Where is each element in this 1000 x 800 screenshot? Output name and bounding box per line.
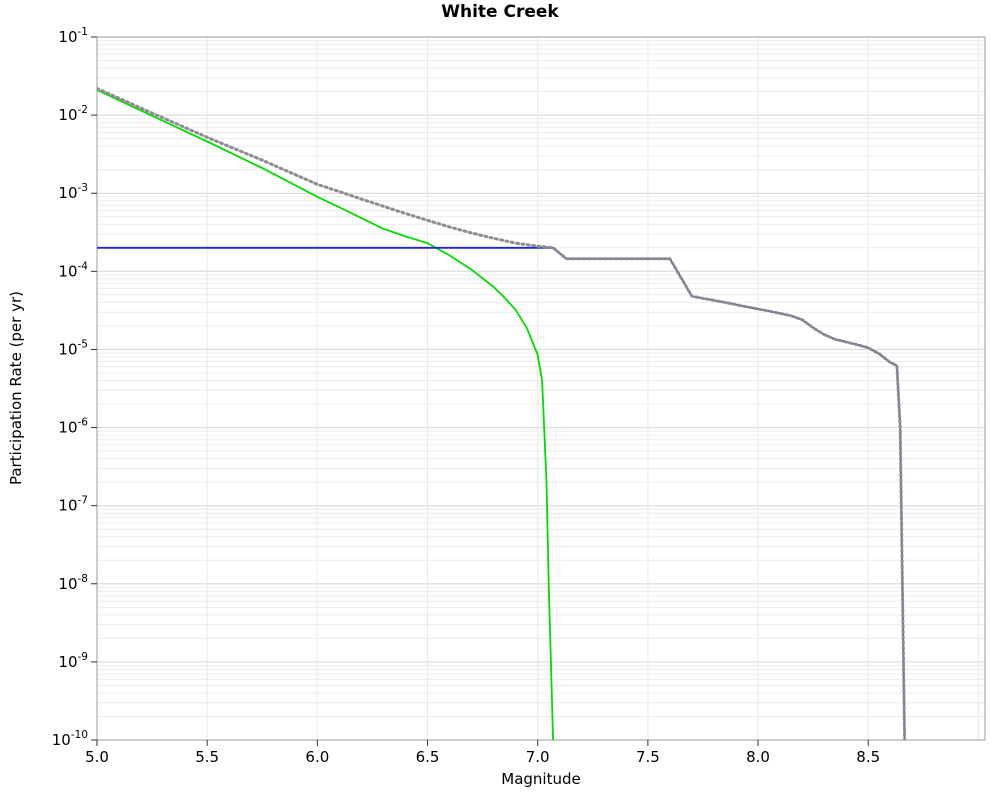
- x-tick-label: 6.5: [416, 748, 440, 766]
- x-tick-label: 6.0: [305, 748, 329, 766]
- y-tick-label: 10-1: [58, 26, 88, 46]
- y-tick-label: 10-8: [58, 573, 88, 593]
- x-tick-label: 8.5: [856, 748, 880, 766]
- gray-dotted-line: [97, 86, 907, 740]
- y-tick-label: 10-2: [58, 104, 88, 124]
- x-tick-label: 5.0: [85, 748, 109, 766]
- y-tick-label: 10-9: [58, 651, 88, 671]
- y-tick-label: 10-4: [58, 260, 88, 280]
- series-group: [97, 86, 907, 740]
- x-tick-label: 5.5: [195, 748, 219, 766]
- x-tick-label: 8.0: [746, 748, 770, 766]
- y-tick-label: 10-10: [52, 729, 88, 749]
- y-tick-label: 10-3: [58, 182, 88, 202]
- y-tick-label: 10-6: [58, 417, 88, 437]
- chart-title: White Creek: [441, 2, 559, 22]
- y-tick-label: 10-5: [58, 338, 88, 358]
- x-axis-label: Magnitude: [501, 770, 581, 788]
- blue-solid-line: [97, 246, 906, 740]
- plot-border: [96, 36, 986, 741]
- green-solid-line: [97, 89, 554, 740]
- x-tick-label: 7.5: [636, 748, 660, 766]
- y-tick-label: 10-7: [58, 495, 88, 515]
- x-tick-label: 7.0: [526, 748, 550, 766]
